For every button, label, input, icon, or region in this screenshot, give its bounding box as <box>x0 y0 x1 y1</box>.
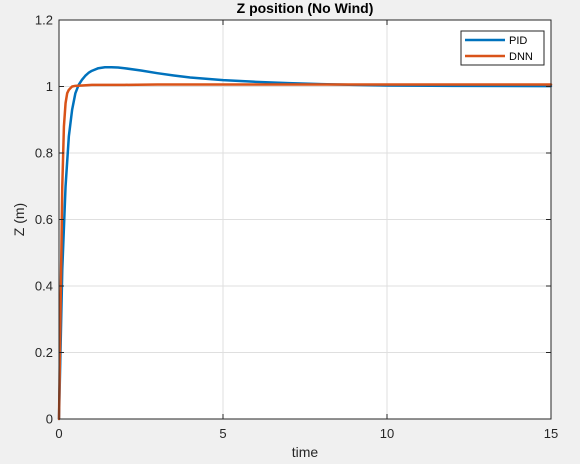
legend-label-pid: PID <box>509 35 527 47</box>
chart-title: Z position (No Wind) <box>237 0 374 16</box>
data-lines <box>57 65 553 421</box>
legend: PID DNN <box>460 30 545 66</box>
y-tick-label: 0.8 <box>35 146 53 161</box>
y-tick-label: 0.6 <box>35 212 53 227</box>
x-tick-label: 15 <box>544 426 558 441</box>
y-axis-label: Z (m) <box>11 203 27 236</box>
y-tick-label: 0.4 <box>35 279 53 294</box>
axis-ticks: 0 5 10 15 0 0.2 0.4 0.6 0.8 1 1.2 <box>35 13 558 442</box>
x-tick-label: 10 <box>380 426 394 441</box>
y-tick-label: 0.2 <box>35 345 53 360</box>
y-tick-label: 1.2 <box>35 13 53 28</box>
x-tick-label: 0 <box>55 426 62 441</box>
legend-label-dnn: DNN <box>509 51 533 63</box>
x-tick-label: 5 <box>219 426 226 441</box>
y-tick-label: 1 <box>46 79 53 94</box>
series-line-dnn <box>57 83 553 421</box>
legend-box <box>460 30 545 66</box>
x-axis-label: time <box>292 444 319 460</box>
y-tick-label: 0 <box>46 412 53 427</box>
